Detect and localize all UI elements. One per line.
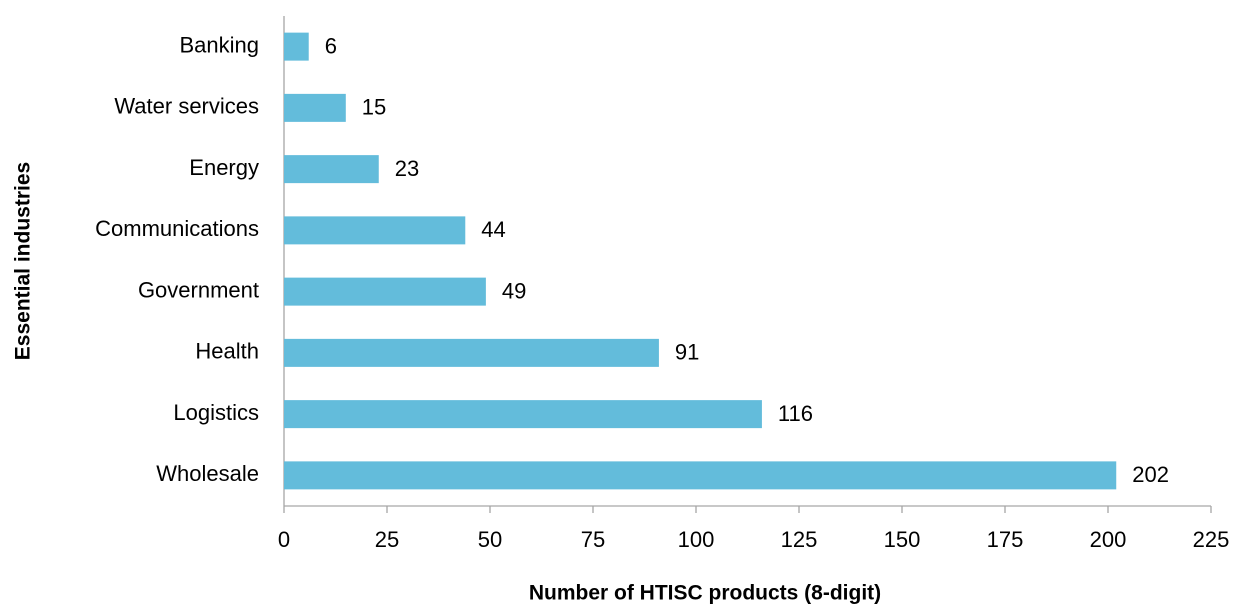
data-label: 44 xyxy=(481,217,505,242)
bar xyxy=(284,32,309,61)
data-label: 116 xyxy=(778,401,813,426)
bar xyxy=(284,93,346,122)
y-tick-label: Water services xyxy=(114,94,259,119)
x-tick-label: 200 xyxy=(1090,527,1127,552)
bar xyxy=(284,277,486,306)
bar xyxy=(284,338,659,367)
x-tick-label: 100 xyxy=(678,527,715,552)
data-label: 6 xyxy=(325,33,337,58)
y-tick-label: Energy xyxy=(189,155,259,180)
data-label: 49 xyxy=(502,278,526,303)
y-tick-label: Banking xyxy=(179,32,259,57)
x-axis-title: Number of HTISC products (8-digit) xyxy=(529,582,881,605)
data-label: 202 xyxy=(1132,462,1169,487)
x-tick-label: 50 xyxy=(478,527,502,552)
data-label: 91 xyxy=(675,340,699,365)
x-tick-label: 0 xyxy=(278,527,290,552)
y-tick-label: Government xyxy=(138,277,259,302)
y-tick-label: Logistics xyxy=(173,400,259,425)
bar xyxy=(284,400,762,429)
x-tick-label: 125 xyxy=(781,527,818,552)
y-tick-label: Health xyxy=(195,339,259,364)
x-tick-label: 75 xyxy=(581,527,605,552)
y-tick-label: Communications xyxy=(95,216,259,241)
data-label: 23 xyxy=(395,156,419,181)
data-label: 15 xyxy=(362,95,386,120)
bar xyxy=(284,216,466,245)
y-axis-title: Essential industries xyxy=(12,162,35,360)
x-tick-label: 25 xyxy=(375,527,399,552)
x-tick-label: 150 xyxy=(884,527,921,552)
bar xyxy=(284,155,379,184)
y-tick-label: Wholesale xyxy=(156,461,259,486)
bar xyxy=(284,461,1117,490)
x-tick-label: 175 xyxy=(987,527,1024,552)
x-tick-label: 225 xyxy=(1193,527,1230,552)
